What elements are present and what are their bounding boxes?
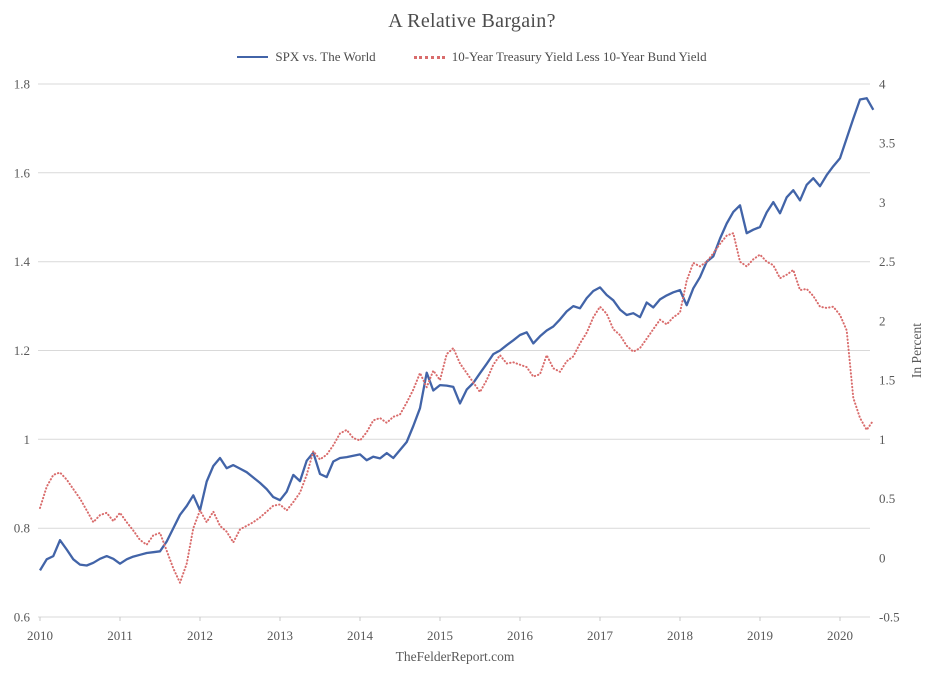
x-axis-tick-label: 2020 bbox=[827, 628, 853, 643]
source-attribution: TheFelderReport.com bbox=[395, 649, 515, 664]
x-axis-tick-label: 2010 bbox=[27, 628, 53, 643]
right-axis-tick-label: -0.5 bbox=[879, 610, 900, 625]
right-axis-title: In Percent bbox=[909, 323, 924, 378]
x-axis-tick-label: 2012 bbox=[187, 628, 213, 643]
right-axis-tick-label: 1.5 bbox=[879, 373, 895, 388]
legend-label-spread: 10-Year Treasury Yield Less 10-Year Bund… bbox=[451, 49, 707, 64]
right-axis-tick-label: 0 bbox=[879, 550, 886, 565]
x-axis-tick-label: 2014 bbox=[347, 628, 374, 643]
spx-line-swatch-icon bbox=[237, 56, 269, 58]
left-axis-tick-label: 1.4 bbox=[14, 254, 31, 269]
legend-item-spread: 10-Year Treasury Yield Less 10-Year Bund… bbox=[413, 49, 707, 65]
left-axis-tick-label: 0.6 bbox=[14, 610, 31, 625]
left-axis-tick-label: 1 bbox=[24, 432, 31, 447]
x-axis-tick-label: 2019 bbox=[747, 628, 773, 643]
chart-title: A Relative Bargain? bbox=[388, 10, 556, 32]
legend-label-spx: SPX vs. The World bbox=[275, 49, 376, 64]
x-axis-ticks bbox=[39, 617, 841, 621]
series-line-spx-vs-world bbox=[39, 97, 875, 571]
gridlines bbox=[38, 83, 870, 618]
right-axis-tick-label: 1 bbox=[879, 432, 886, 447]
x-axis-tick-label: 2017 bbox=[587, 628, 614, 643]
left-axis-labels: 0.6 0.8 1 1.2 1.4 1.6 1.8 bbox=[14, 77, 31, 625]
x-axis-tick-label: 2011 bbox=[107, 628, 133, 643]
right-axis-labels: -0.5 0 0.5 1 1.5 2 2.5 3 3.5 4 bbox=[879, 77, 900, 625]
legend-item-spx: SPX vs. The World bbox=[237, 49, 376, 65]
spread-dotted-swatch-icon bbox=[413, 55, 445, 59]
right-axis-tick-label: 3.5 bbox=[879, 136, 895, 151]
x-axis-labels: 2010 2011 2012 2013 2014 2015 2016 2017 2018 2019… bbox=[27, 628, 853, 643]
right-axis-tick-label: 4 bbox=[879, 77, 886, 92]
left-axis-tick-label: 1.2 bbox=[14, 343, 30, 358]
left-axis-tick-label: 0.8 bbox=[14, 521, 30, 536]
right-axis-tick-label: 0.5 bbox=[879, 491, 895, 506]
left-axis-tick-label: 1.6 bbox=[14, 165, 31, 180]
left-axis-tick-label: 1.8 bbox=[14, 77, 30, 92]
series-line-treasury-bund-spread bbox=[39, 232, 875, 584]
right-axis-tick-label: 3 bbox=[879, 195, 886, 210]
x-axis-tick-label: 2013 bbox=[267, 628, 293, 643]
chart-legend: SPX vs. The World 10-Year Treasury Yield… bbox=[0, 49, 944, 65]
x-axis-tick-label: 2016 bbox=[507, 628, 534, 643]
x-axis-tick-label: 2018 bbox=[667, 628, 693, 643]
right-axis-tick-label: 2.5 bbox=[879, 254, 895, 269]
x-axis-tick-label: 2015 bbox=[427, 628, 453, 643]
right-axis-tick-label: 2 bbox=[879, 313, 886, 328]
